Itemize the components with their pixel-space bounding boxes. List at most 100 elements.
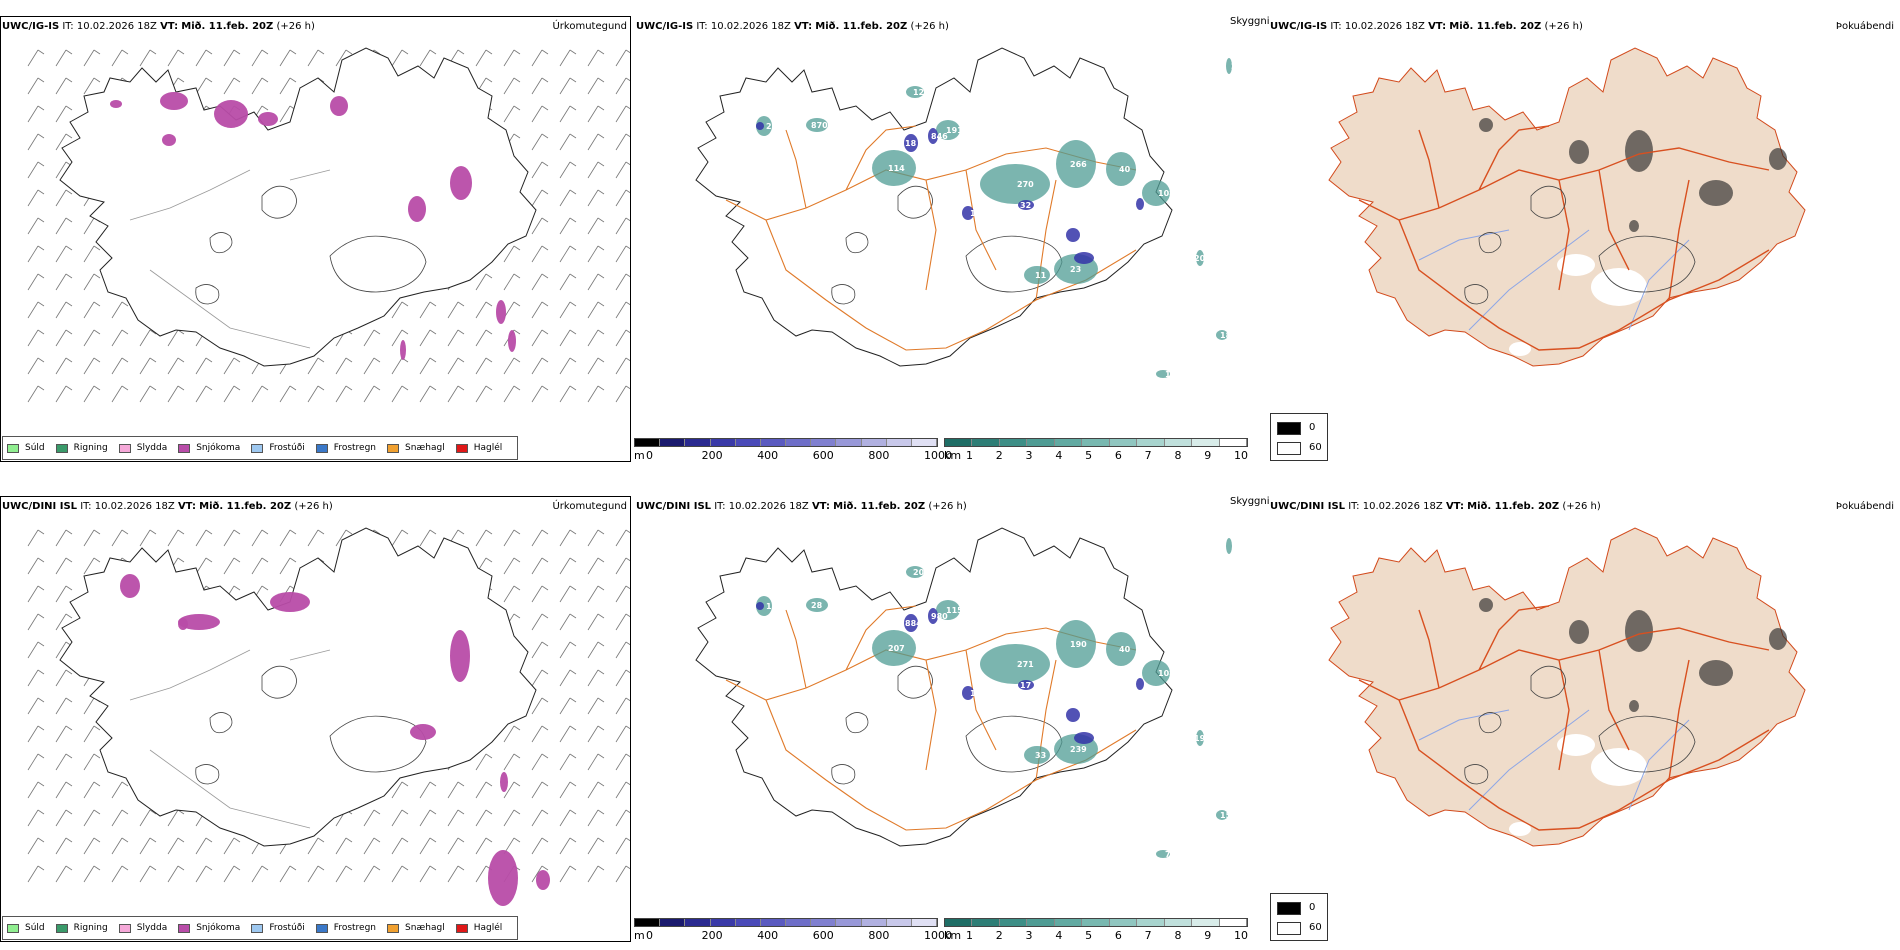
visibility-map: 114 191 270 266 40 108 23 11 21 870 12 286 20 180 144 1… [695,47,1248,379]
wind-barb [27,809,45,827]
colorbar-cell [1109,439,1138,446]
ceiling-value-label: 115 [946,606,963,615]
low-visibility-area [1156,370,1170,378]
wind-barb [307,385,325,403]
wind-barb [83,49,101,67]
wind-barb [475,357,493,375]
low-visibility-area [1024,746,1050,764]
wind-barb [615,725,630,743]
wind-barb [55,781,73,799]
low-visibility-area [1156,850,1170,858]
legend-label: Frostregn [333,443,377,453]
low-visibility-area [806,598,828,612]
wind-barb [615,641,630,659]
fog-legend-swatch [1277,902,1301,915]
ceiling-value-label: 40 [1119,165,1131,174]
wind-barb [111,329,129,347]
precip-type-panel: UWC/DINI ISL IT: 10.02.2026 18Z VT: Mið.… [0,480,633,950]
wind-barb [531,837,549,855]
fog-map [1328,47,1806,367]
low-visibility-area [1196,730,1204,746]
legend-swatch [178,443,191,453]
wind-barb [615,529,630,547]
wind-barb [559,385,577,403]
fog-legend-label: 0 [1309,422,1316,433]
visibility-panel: UWC/IG-IS IT: 10.02.2026 18Z VT: Mið. 11… [634,0,1328,470]
wind-barb [559,217,577,235]
colorbar-tick: 2 [995,449,1003,462]
wind-barb [27,669,45,687]
legend-swatch [455,923,468,933]
colorbar-cell [945,919,973,926]
wind-barb [531,753,549,771]
legend-item: Rigning [55,923,108,933]
wind-barb [587,865,605,883]
legend-item: Súld [7,443,45,453]
colorbar-tick: 5 [1085,449,1093,462]
wind-barb [139,357,157,375]
wind-barb [559,865,577,883]
low-visibility-area [1196,250,1204,266]
snow-area [500,772,508,792]
colorbar-tick: 200 [701,449,723,462]
precip-type-panel: UWC/IG-IS IT: 10.02.2026 18Z VT: Mið. 11… [0,0,633,470]
wind-barb [195,385,213,403]
wind-barb [503,245,521,263]
wind-barb [223,385,241,403]
ceiling-value-label: 271 [1017,660,1034,669]
low-visibility-area [1142,180,1170,206]
wind-barb [83,781,101,799]
wind-barb [475,385,493,403]
wind-barb [531,329,549,347]
wind-barb [587,189,605,207]
wind-barb [223,49,241,67]
panel-frame [0,16,631,462]
wind-barb [83,245,101,263]
legend-item: Snæhagl [387,443,445,453]
wind-barb [363,385,381,403]
colorbar-tick: 7 [1144,929,1152,942]
glacier-outline [1464,764,1489,785]
wind-barb [251,49,269,67]
ceiling-value-label: 190 [1070,640,1087,649]
low-visibility-area [936,600,960,620]
low-ceiling-area [756,602,764,610]
colorbar-tick: 10 [1234,449,1248,462]
legend-swatch [55,443,68,453]
wind-barb [587,669,605,687]
wind-barb [27,697,45,715]
colorbar-cell [1164,919,1193,926]
wind-barb [419,385,437,403]
wind-barb [27,529,45,547]
wind-barb [615,753,630,771]
wind-barb [531,669,549,687]
colorbar-cell [635,439,661,446]
wind-barb [531,273,549,291]
snow-area [488,850,518,906]
wind-barb [615,837,630,855]
ceiling-value-label: 28 [811,601,823,610]
wind-barb [335,529,353,547]
wind-barb [139,865,157,883]
wind-barb [531,217,549,235]
colorbar-cell [760,919,787,926]
fog-legend-swatch [1277,442,1301,455]
glacier-outline [831,764,856,785]
wind-barb [615,865,630,883]
wind-barb [475,781,493,799]
wind-barb [391,865,409,883]
road-network [1358,125,1770,351]
colorbar-tick: 9 [1204,449,1212,462]
fog-legend-label: 60 [1309,922,1322,933]
wind-barb [587,529,605,547]
visibility-panel: UWC/DINI ISL IT: 10.02.2026 18Z VT: Mið.… [634,480,1328,950]
wind-barb [447,301,465,319]
colorbar-tick: 6 [1114,449,1122,462]
glacier-outline [831,284,856,305]
wind-barb [503,529,521,547]
colorbar-tick: 9 [1204,929,1212,942]
legend-swatch [118,443,131,453]
wind-barb [335,837,353,855]
wind-barb [27,217,45,235]
low-visibility-area [872,150,916,186]
